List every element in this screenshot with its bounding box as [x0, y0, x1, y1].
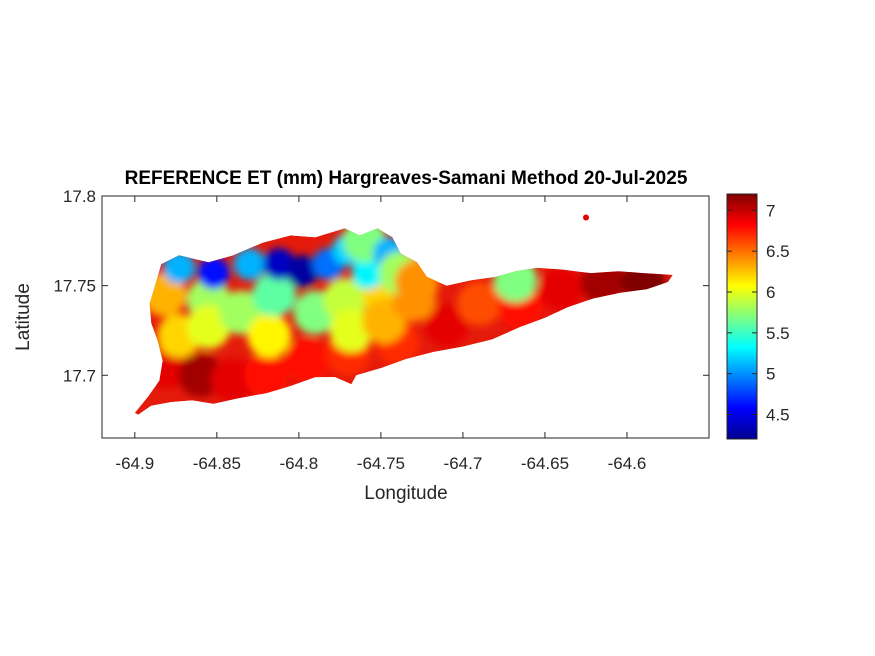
et-cell	[539, 267, 584, 312]
x-tick-label: -64.9	[115, 454, 154, 473]
x-tick-label: -64.75	[357, 454, 405, 473]
x-tick-label: -64.6	[608, 454, 647, 473]
colorbar-tick-label: 4.5	[766, 406, 790, 425]
et-cell	[286, 255, 319, 288]
et-cell	[197, 257, 230, 290]
et-cell	[233, 248, 266, 281]
chart-title: REFERENCE ET (mm) Hargreaves-Samani Meth…	[125, 168, 688, 189]
et-cell	[580, 260, 625, 304]
y-axis: 17.7 17.75 17.8	[53, 187, 709, 385]
x-tick-label: -64.7	[444, 454, 483, 473]
colorbar-gradient	[726, 193, 758, 440]
x-tick-label: -64.65	[521, 454, 569, 473]
et-cell	[285, 338, 330, 383]
et-cell	[424, 303, 469, 348]
colorbar-tick-label: 5	[766, 365, 775, 384]
et-cell	[493, 258, 538, 303]
x-axis-label: Longitude	[364, 483, 447, 504]
et-cell	[252, 272, 297, 317]
et-cell	[163, 251, 196, 284]
y-tick-label: 17.75	[53, 277, 96, 296]
et-cell	[247, 313, 292, 358]
et-cell	[178, 353, 223, 398]
colorbar-tick-label: 6	[766, 283, 775, 302]
y-tick-label: 17.7	[63, 366, 96, 385]
et-cell	[395, 260, 439, 304]
et-map	[134, 214, 673, 415]
y-axis-label: Latitude	[13, 283, 34, 351]
et-cell	[457, 281, 502, 326]
et-cell	[211, 358, 256, 403]
colorbar-tick-label: 6.5	[766, 242, 790, 261]
y-tick-label: 17.8	[63, 187, 96, 206]
x-axis: -64.9 -64.85 -64.8 -64.75 -64.7 -64.65 -64.6	[115, 196, 646, 473]
islet-patch	[583, 214, 589, 221]
et-cell	[351, 257, 384, 290]
colorbar-tick-label: 5.5	[766, 324, 790, 343]
x-tick-label: -64.8	[279, 454, 318, 473]
colorbar-tick-label: 7	[766, 201, 775, 220]
et-cell	[244, 353, 289, 398]
et-cell	[621, 260, 666, 304]
x-tick-label: -64.85	[193, 454, 241, 473]
plot-area-frame	[101, 195, 710, 439]
colorbar: 4.5 5 5.5 6 6.5 7	[726, 193, 790, 440]
et-cell	[186, 304, 231, 349]
